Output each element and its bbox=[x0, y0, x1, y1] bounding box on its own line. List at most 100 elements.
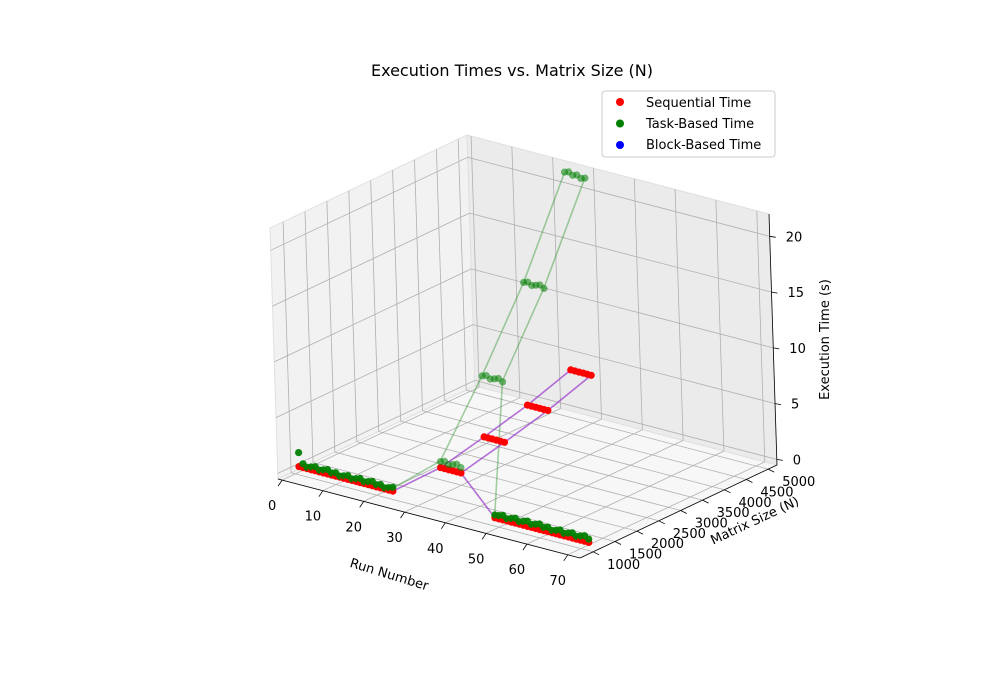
grid-line-x-floor bbox=[363, 408, 561, 502]
legend: Sequential Time Task-Based Time Block-Ba… bbox=[601, 90, 776, 158]
point-task bbox=[457, 464, 465, 472]
y-tick-label: 3500 bbox=[717, 506, 750, 521]
z-tick-mark bbox=[773, 347, 780, 350]
point-sequential bbox=[457, 469, 465, 477]
grid-line-z-left bbox=[277, 380, 475, 474]
legend-label-sequential: Sequential Time bbox=[646, 96, 751, 111]
x-tick-label: 30 bbox=[386, 531, 403, 546]
x-tick-label: 60 bbox=[509, 563, 526, 578]
grid-line-y-left bbox=[370, 180, 380, 432]
point-task bbox=[585, 535, 593, 543]
point-sequential bbox=[587, 371, 595, 379]
y-tick-mark bbox=[746, 479, 753, 483]
grid-line-x-back bbox=[470, 136, 480, 388]
grid-line-y-floor bbox=[334, 451, 638, 532]
z-tick-mark bbox=[771, 291, 778, 294]
y-tick-mark bbox=[658, 520, 665, 525]
grid-line-y-left bbox=[326, 201, 336, 453]
z-tick-label: 0 bbox=[793, 453, 801, 468]
grid-line-z-back bbox=[469, 212, 772, 293]
x-tick-mark bbox=[481, 533, 487, 540]
y-tick-label: 2000 bbox=[651, 537, 684, 552]
grid-lines bbox=[270, 136, 777, 556]
x-tick-label: 0 bbox=[268, 499, 276, 514]
grid-line-z-back bbox=[467, 156, 770, 237]
grid-line-x-back bbox=[674, 189, 684, 441]
grid-line-y-left bbox=[392, 170, 401, 422]
grid-line-y-floor bbox=[400, 420, 703, 501]
grid-line-y-floor bbox=[312, 462, 616, 542]
y-axis-line bbox=[579, 464, 778, 559]
y-tick-label: 5000 bbox=[782, 475, 815, 490]
z-tick-label: 15 bbox=[788, 286, 805, 301]
axis-panes bbox=[269, 134, 779, 559]
point-sequential bbox=[500, 438, 509, 446]
x-tick-mark bbox=[359, 501, 365, 508]
grid-line-z-left bbox=[274, 268, 472, 363]
z-tick-label: 5 bbox=[791, 398, 799, 413]
y-tick-mark bbox=[680, 510, 687, 514]
x-tick-mark bbox=[522, 543, 528, 551]
point-task bbox=[581, 174, 589, 182]
z-tick-label: 10 bbox=[789, 342, 806, 357]
z-tick-label: 20 bbox=[786, 230, 803, 245]
grid-line-x-floor bbox=[404, 418, 602, 513]
point-task bbox=[389, 483, 397, 491]
grid-line-x-back bbox=[593, 168, 602, 420]
y-tick-mark bbox=[702, 499, 709, 504]
grid-line-y-floor bbox=[290, 472, 594, 553]
z-tick-mark bbox=[774, 403, 782, 405]
legend-label-block: Block-Based Time bbox=[646, 138, 761, 153]
y-tick-mark bbox=[592, 551, 600, 556]
x-tick-label: 10 bbox=[305, 510, 322, 525]
grid-line-y-floor bbox=[356, 441, 659, 522]
z-axis-line bbox=[768, 213, 778, 466]
y-tick-mark bbox=[724, 489, 731, 494]
grid-line-z-back bbox=[474, 380, 777, 460]
grid-line-x-back bbox=[715, 200, 725, 452]
point-task bbox=[499, 378, 507, 386]
grid-line-y-left bbox=[414, 159, 423, 411]
x-axis-title: Run Number bbox=[348, 556, 431, 594]
x-tick-mark bbox=[318, 490, 324, 497]
grid-line-y-floor bbox=[422, 410, 725, 491]
chart-title: Execution Times vs. Matrix Size (N) bbox=[371, 61, 653, 80]
legend-label-task: Task-Based Time bbox=[645, 117, 754, 132]
grid-line-y-left bbox=[348, 190, 358, 442]
x-axis-line bbox=[277, 478, 581, 559]
x-tick-label: 70 bbox=[550, 574, 567, 589]
point-task bbox=[540, 284, 548, 292]
legend-marker-sequential bbox=[616, 98, 624, 106]
y-tick-label: 4000 bbox=[739, 496, 772, 511]
grid-line-x-floor bbox=[485, 440, 684, 534]
grid-line-y-left bbox=[457, 139, 467, 391]
y-tick-mark bbox=[614, 541, 622, 545]
x-tick-label: 50 bbox=[468, 552, 485, 567]
y-tick-label: 1000 bbox=[607, 558, 640, 573]
y-tick-label: 3000 bbox=[695, 517, 728, 532]
grid-line-z-left bbox=[272, 212, 470, 307]
grid-line-y-left bbox=[282, 221, 292, 473]
grid-line-x-back bbox=[756, 210, 766, 462]
grid-line-x-back bbox=[511, 146, 521, 398]
grid-line-z-left bbox=[275, 324, 474, 418]
y-tick-label: 1500 bbox=[629, 548, 662, 563]
legend-marker-block bbox=[616, 141, 624, 149]
grid-line-z-left bbox=[270, 156, 468, 251]
legend-frame bbox=[601, 90, 776, 158]
grid-line-x-back bbox=[552, 157, 562, 409]
x-tick-mark bbox=[563, 554, 569, 562]
z-tick-mark bbox=[769, 235, 776, 238]
grid-line-z-back bbox=[472, 324, 776, 404]
grid-line-x-floor bbox=[567, 461, 765, 556]
grid-line-y-left bbox=[436, 149, 445, 401]
data-points bbox=[295, 168, 595, 547]
grid-line-y-left bbox=[304, 211, 314, 463]
point-task bbox=[295, 449, 303, 457]
y-tick-label: 4500 bbox=[760, 486, 793, 501]
z-axis-title: Execution Time (s) bbox=[818, 279, 833, 400]
grid-line-x-floor bbox=[445, 429, 643, 524]
y-tick-mark bbox=[768, 468, 775, 473]
legend-marker-task bbox=[616, 119, 624, 128]
